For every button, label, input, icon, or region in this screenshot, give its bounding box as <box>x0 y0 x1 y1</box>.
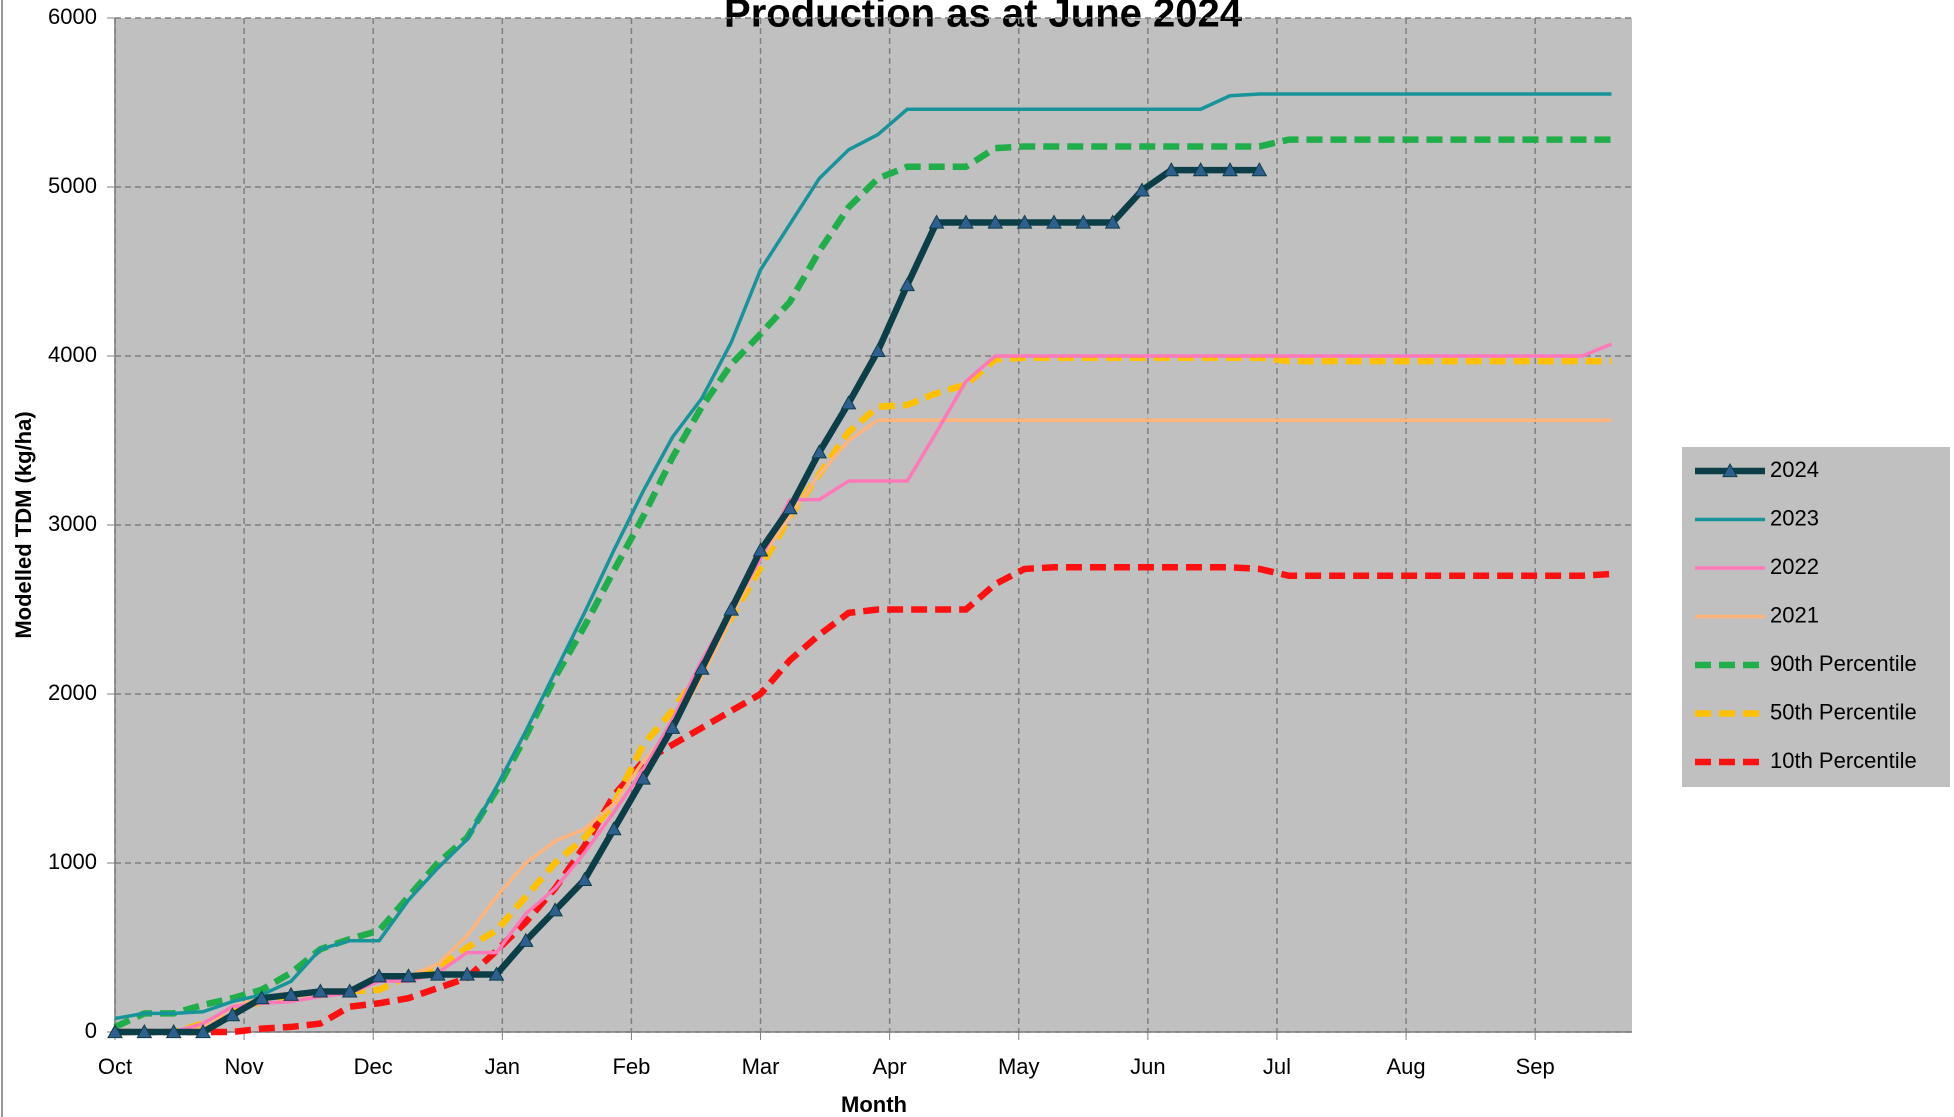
legend-label: 10th Percentile <box>1770 748 1917 773</box>
point-marker <box>723 601 740 616</box>
point-marker <box>1192 162 1209 177</box>
x-tick-label: May <box>998 1054 1040 1079</box>
legend-label: 50th Percentile <box>1770 699 1917 724</box>
series-line <box>113 136 1612 1030</box>
point-marker <box>693 660 710 675</box>
point-marker <box>782 500 798 515</box>
series-line <box>115 166 1260 1036</box>
point-marker <box>928 214 945 229</box>
x-tick-label: Mar <box>742 1054 780 1079</box>
legend-label: 2022 <box>1770 554 1819 579</box>
series-line <box>115 354 1612 1036</box>
y-tick-label: 0 <box>85 1018 97 1043</box>
point-marker <box>1163 162 1180 177</box>
point-marker <box>1222 162 1238 177</box>
legend-label: 90th Percentile <box>1770 651 1917 676</box>
y-tick-label: 1000 <box>48 849 97 874</box>
y-tick-label: 5000 <box>48 173 97 198</box>
point-marker <box>958 214 974 229</box>
legend-marker <box>1722 462 1738 478</box>
point-marker <box>429 966 446 981</box>
x-tick-label: Apr <box>873 1054 907 1079</box>
x-tick-label: Jul <box>1263 1054 1291 1079</box>
y-axis-label: Modelled TDM (kg/ha) <box>11 411 36 638</box>
point-marker <box>224 1007 241 1022</box>
x-tick-label: Dec <box>354 1054 393 1079</box>
point-marker <box>459 966 475 981</box>
point-marker <box>341 983 358 998</box>
x-tick-label: Nov <box>225 1054 264 1079</box>
legend-label: 2021 <box>1770 602 1819 627</box>
point-marker <box>253 990 270 1005</box>
point-marker <box>283 986 299 1001</box>
point-marker <box>312 983 329 998</box>
point-marker <box>605 821 622 836</box>
point-marker <box>107 1023 123 1039</box>
point-marker <box>547 902 563 917</box>
point-marker <box>811 444 828 459</box>
point-marker <box>1075 214 1092 229</box>
point-marker <box>1104 214 1121 229</box>
point-marker <box>488 966 505 981</box>
x-tick-label: Oct <box>98 1054 132 1079</box>
point-marker <box>1046 214 1062 229</box>
point-marker <box>1134 182 1150 197</box>
y-tick-label: 4000 <box>48 342 97 367</box>
legend-label: 2024 <box>1770 457 1819 482</box>
plot-area <box>115 18 1632 1032</box>
point-marker <box>1251 162 1268 177</box>
point-marker <box>752 542 769 557</box>
y-tick-label: 3000 <box>48 511 97 536</box>
point-marker <box>195 1023 211 1039</box>
x-tick-label: Aug <box>1386 1054 1425 1079</box>
point-marker <box>987 214 1004 229</box>
y-tick-label: 6000 <box>48 4 97 29</box>
point-marker <box>136 1023 153 1039</box>
point-marker <box>517 932 534 947</box>
x-axis-label: Month <box>841 1092 907 1117</box>
point-marker <box>1016 214 1033 229</box>
point-marker <box>576 871 593 886</box>
series-line <box>114 92 1612 1021</box>
x-tick-label: Feb <box>612 1054 650 1079</box>
x-tick-label: Jan <box>485 1054 520 1079</box>
point-marker <box>400 968 417 983</box>
series-line <box>115 564 1612 1036</box>
point-marker <box>870 342 886 358</box>
point-marker <box>635 770 652 785</box>
point-marker <box>165 1023 182 1039</box>
legend-label: 2023 <box>1770 505 1819 530</box>
x-tick-label: Sep <box>1516 1054 1555 1079</box>
y-tick-label: 2000 <box>48 680 97 705</box>
point-marker <box>840 395 857 410</box>
point-marker <box>899 276 916 292</box>
point-marker <box>371 968 387 983</box>
chart-title: Production as at June 2024 <box>724 0 1243 36</box>
x-tick-label: Jun <box>1130 1054 1165 1079</box>
point-marker <box>664 719 681 734</box>
